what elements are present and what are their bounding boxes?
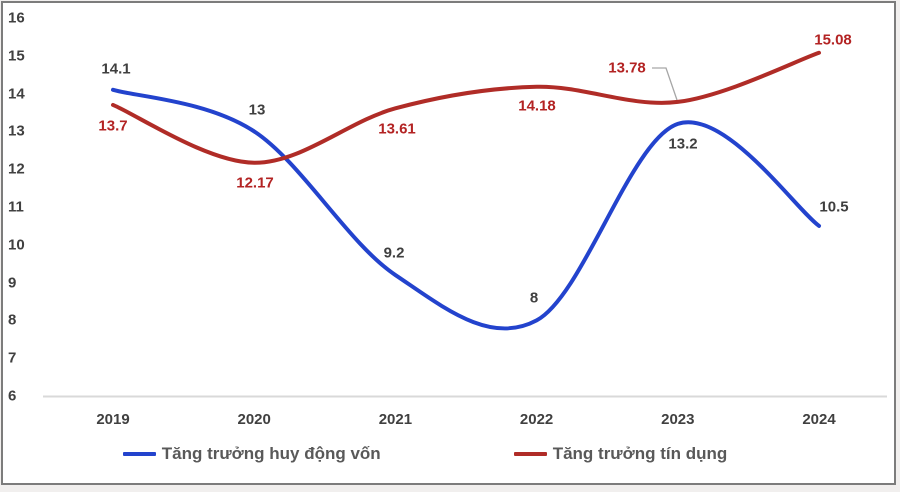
- y-axis-tick: 11: [8, 198, 24, 216]
- data-label-tin-dung-2024: 15.08: [814, 31, 852, 49]
- y-axis-tick: 15: [8, 47, 25, 65]
- data-label-huy-dong-2023: 13.2: [668, 135, 698, 153]
- data-label-huy-dong-2024: 10.5: [819, 198, 849, 216]
- y-axis-tick: 16: [8, 9, 25, 27]
- x-axis-tick: 2020: [237, 411, 271, 428]
- data-label-huy-dong-2020: 13: [248, 101, 266, 119]
- plot-area: [43, 50, 887, 398]
- x-axis-tick: 2022: [519, 411, 554, 428]
- x-axis-tick: 2023: [661, 411, 695, 428]
- series-line-huy-dong-von: [111, 87, 821, 331]
- data-label-tin-dung-2021: 13.61: [378, 120, 416, 138]
- data-label-huy-dong-2021: 9.2: [383, 244, 405, 262]
- x-axis-tick: 2024: [802, 411, 836, 428]
- legend-item-huy-dong-von: Tăng trưởng huy động vốn: [122, 444, 381, 464]
- y-axis-tick: 12: [8, 160, 25, 178]
- legend-item-tin-dung: Tăng trưởng tín dụng: [513, 444, 728, 464]
- legend-label: Tăng trưởng huy động vốn: [161, 444, 381, 463]
- y-axis-tick: 8: [8, 311, 17, 329]
- legend-line-swatch-blue: [122, 452, 156, 456]
- data-label-tin-dung-2019: 13.7: [98, 117, 128, 135]
- legend: Tăng trưởng huy động vốn Tăng trưởng tín…: [0, 444, 900, 464]
- series-line-tin-dung: [111, 50, 821, 165]
- y-axis-tick: 6: [8, 387, 17, 405]
- data-label-tin-dung-2023: 13.78: [608, 59, 646, 77]
- data-label-tin-dung-2020: 12.17: [236, 174, 274, 192]
- data-label-huy-dong-2019: 14.1: [101, 60, 131, 78]
- x-axis-tick: 2019: [96, 411, 130, 428]
- y-axis-tick: 14: [8, 85, 25, 103]
- data-label-tin-dung-2022: 14.18: [518, 97, 556, 115]
- x-axis-tick: 2021: [378, 411, 413, 428]
- legend-label: Tăng trưởng tín dụng: [552, 444, 728, 463]
- data-label-huy-dong-2022: 8: [529, 289, 539, 307]
- y-axis-tick: 13: [8, 122, 25, 140]
- legend-line-swatch-red: [513, 452, 547, 456]
- y-axis-tick: 10: [8, 236, 25, 254]
- label-leader-line: [652, 67, 678, 101]
- y-axis-tick: 7: [8, 349, 17, 367]
- y-axis-tick: 9: [8, 274, 17, 292]
